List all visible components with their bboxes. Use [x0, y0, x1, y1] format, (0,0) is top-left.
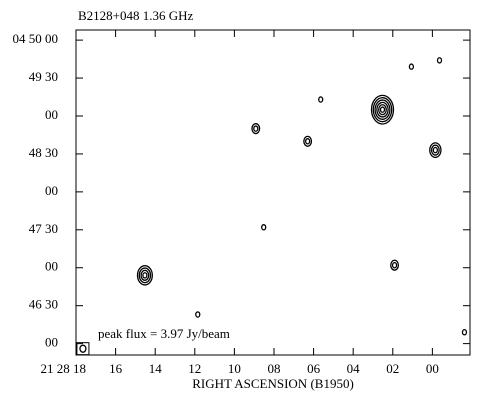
- contour: [251, 123, 261, 135]
- x-tick-label: 16: [109, 361, 123, 376]
- contour: [461, 328, 468, 336]
- x-tick-label: 10: [228, 361, 241, 376]
- beam: [79, 344, 87, 353]
- x-tick-label: 06: [307, 361, 321, 376]
- contour: [372, 97, 393, 123]
- y-tick-label: 46 30: [29, 297, 58, 312]
- y-tick-label: 00: [45, 107, 58, 122]
- y-tick-label: 00: [45, 183, 58, 198]
- contour: [390, 259, 400, 271]
- contour: [303, 135, 313, 147]
- contour: [140, 269, 150, 281]
- contour: [391, 261, 398, 269]
- contour: [138, 267, 152, 284]
- contour: [136, 265, 153, 286]
- x-tick-label: 12: [188, 361, 201, 376]
- contour: [432, 146, 439, 154]
- contour: [408, 63, 415, 70]
- y-tick-label: 47 30: [29, 221, 58, 236]
- contour: [370, 94, 395, 125]
- contour: [261, 224, 267, 231]
- contour: [253, 125, 259, 132]
- x-tick-label: 00: [426, 361, 439, 376]
- contour: [429, 142, 442, 159]
- contour: [430, 144, 440, 156]
- chart-title: B2128+048 1.36 GHz: [78, 8, 194, 23]
- x-tick-label: 21 28 18: [41, 361, 87, 376]
- x-tick-label: 04: [347, 361, 361, 376]
- y-tick-label: 48 30: [29, 145, 58, 160]
- contour: [376, 101, 389, 118]
- contour: [436, 57, 443, 64]
- beam-box: [76, 342, 90, 356]
- contour: [195, 311, 201, 318]
- plot-frame: [75, 29, 471, 356]
- contour: [304, 138, 311, 145]
- contour: [374, 99, 391, 120]
- x-tick-label: 02: [386, 361, 399, 376]
- annotation: peak flux = 3.97 Jy/beam: [98, 326, 230, 341]
- y-tick-label: 00: [45, 259, 58, 274]
- y-tick-label: 00: [45, 335, 58, 350]
- contour: [378, 104, 387, 116]
- y-tick-label: 49 30: [29, 69, 58, 84]
- contour: [142, 272, 148, 279]
- y-tick-label: 04 50 00: [13, 31, 59, 46]
- x-tick-label: 08: [267, 361, 280, 376]
- x-axis-label: RIGHT ASCENSION (B1950): [192, 376, 354, 391]
- contour: [318, 96, 324, 103]
- x-tick-label: 14: [149, 361, 163, 376]
- contour: [379, 106, 386, 113]
